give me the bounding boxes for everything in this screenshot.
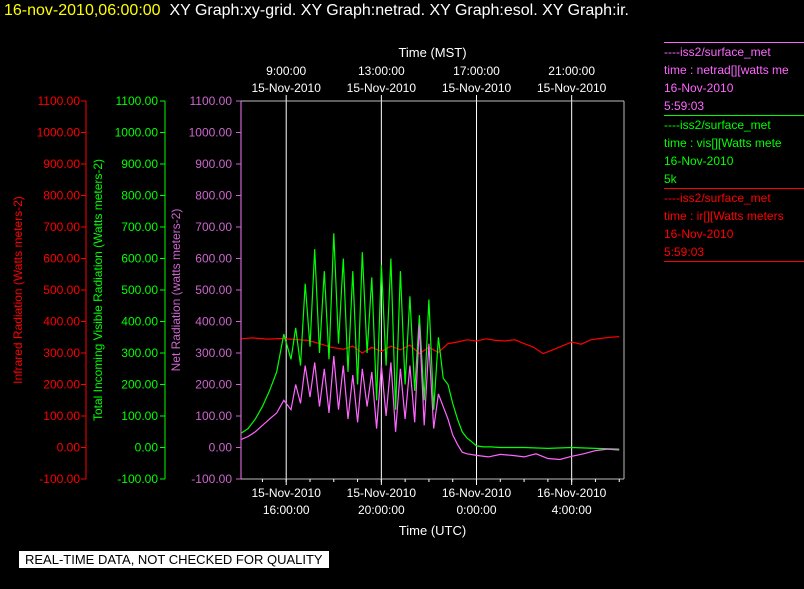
bottom-tick-time: 20:00:00 bbox=[358, 503, 405, 517]
visible-tick-label: 1000.00 bbox=[115, 126, 159, 140]
infrared-tick-label: 800.00 bbox=[43, 189, 80, 203]
visible-axis-title: Total Incoming Visible Radiation (Watts … bbox=[91, 159, 105, 421]
net-radiation-tick-label: 900.00 bbox=[195, 157, 232, 171]
visible-tick-label: 700.00 bbox=[121, 220, 158, 234]
net-radiation-tick-label: 500.00 bbox=[195, 283, 232, 297]
header-graph-list: XY Graph:xy-grid. XY Graph:netrad. XY Gr… bbox=[169, 2, 629, 19]
legend-entry-variable: time : ir[][Watts meters bbox=[664, 209, 784, 223]
chart-header: 16-nov-2010,06:00:00 XY Graph:xy-grid. X… bbox=[4, 2, 629, 20]
net-radiation-tick-label: 1100.00 bbox=[190, 94, 233, 108]
top-tick-date: 15-Nov-2010 bbox=[537, 81, 607, 95]
legend-entry-variable: time : netrad[][watts me bbox=[664, 63, 789, 77]
visible-tick-label: 200.00 bbox=[121, 378, 158, 392]
legend-entry-ir: ----iss2/surface_met time : ir[][Watts m… bbox=[664, 188, 804, 262]
legend-entry-date: 16-Nov-2010 bbox=[664, 227, 734, 241]
axes bbox=[81, 95, 625, 485]
series-line-1 bbox=[240, 233, 620, 450]
net-radiation-tick-label: 1000.00 bbox=[189, 126, 233, 140]
bottom-tick-time: 0:00:00 bbox=[456, 503, 496, 517]
top-tick-time: 13:00:00 bbox=[358, 64, 405, 78]
top-tick-date: 15-Nov-2010 bbox=[347, 81, 417, 95]
net-radiation-tick-label: 800.00 bbox=[195, 189, 232, 203]
infrared-tick-label: 1100.00 bbox=[38, 94, 81, 108]
legend-entry-date: 16-Nov-2010 bbox=[664, 154, 734, 168]
net-radiation-axis-title: Net Radiation (watts meters-2) bbox=[169, 209, 183, 372]
axis-labels: -100.00 0.00 100.00 200.00 300.00 400.00 500.0… bbox=[11, 45, 607, 538]
visible-tick-label: 100.00 bbox=[121, 409, 158, 423]
top-tick-date: 15-Nov-2010 bbox=[252, 81, 322, 95]
bottom-tick-date: 16-Nov-2010 bbox=[537, 486, 607, 500]
legend-entry-source: ----iss2/surface_met bbox=[664, 191, 771, 205]
bottom-tick-time: 4:00:00 bbox=[552, 503, 592, 517]
legend-entry-time: 5k bbox=[664, 172, 677, 186]
visible-tick-label: 600.00 bbox=[121, 252, 158, 266]
net-radiation-tick-label: 100.00 bbox=[195, 409, 232, 423]
visible-tick-label: 0.00 bbox=[135, 441, 159, 455]
infrared-axis-title: Infrared Radiation (Watts meters-2) bbox=[11, 196, 25, 384]
net-radiation-tick-label: -100.00 bbox=[191, 472, 232, 486]
bottom-tick-date: 15-Nov-2010 bbox=[252, 486, 322, 500]
series-lines bbox=[240, 233, 620, 461]
infrared-tick-label: 100.00 bbox=[43, 409, 80, 423]
net-radiation-tick-label: 0.00 bbox=[209, 441, 233, 455]
visible-tick-label: 1100.00 bbox=[116, 94, 159, 108]
infrared-tick-label: 400.00 bbox=[43, 315, 80, 329]
legend-entry-time: 5:59:03 bbox=[664, 245, 705, 259]
bottom-tick-date: 16-Nov-2010 bbox=[442, 486, 512, 500]
visible-tick-label: 800.00 bbox=[121, 189, 158, 203]
bottom-axis-title: Time (UTC) bbox=[399, 523, 466, 538]
visible-tick-label: 400.00 bbox=[121, 315, 158, 329]
infrared-tick-label: -100.00 bbox=[39, 472, 80, 486]
infrared-tick-label: 300.00 bbox=[43, 346, 80, 360]
top-tick-time: 17:00:00 bbox=[453, 64, 500, 78]
infrared-tick-label: 700.00 bbox=[43, 220, 80, 234]
legend-entry-date: 16-Nov-2010 bbox=[664, 81, 734, 95]
legend-entry-source: ----iss2/surface_met bbox=[664, 45, 771, 59]
visible-tick-label: 900.00 bbox=[121, 157, 158, 171]
legend-entry-time: 5:59:03 bbox=[664, 99, 705, 113]
infrared-tick-label: 600.00 bbox=[43, 252, 80, 266]
legend: ----iss2/surface_met time : netrad[][wat… bbox=[664, 42, 804, 262]
grid-lines bbox=[285, 101, 573, 479]
infrared-tick-label: 1000.00 bbox=[37, 126, 81, 140]
series-line-0 bbox=[240, 336, 620, 355]
infrared-tick-label: 900.00 bbox=[43, 157, 80, 171]
legend-entry-source: ----iss2/surface_met bbox=[664, 118, 771, 132]
top-axis-title: Time (MST) bbox=[398, 45, 466, 60]
header-timestamp: 16-nov-2010,06:00:00 bbox=[4, 2, 161, 19]
net-radiation-tick-label: 700.00 bbox=[195, 220, 232, 234]
series-line-2 bbox=[240, 324, 620, 461]
net-radiation-tick-label: 600.00 bbox=[195, 252, 232, 266]
visible-tick-label: 500.00 bbox=[121, 283, 158, 297]
visible-tick-label: -100.00 bbox=[117, 472, 158, 486]
top-tick-date: 15-Nov-2010 bbox=[442, 81, 512, 95]
top-tick-time: 9:00:00 bbox=[266, 64, 306, 78]
legend-entry-vis: ----iss2/surface_met time : vis[][Watts … bbox=[664, 115, 804, 188]
infrared-tick-label: 0.00 bbox=[57, 441, 81, 455]
top-tick-time: 21:00:00 bbox=[548, 64, 595, 78]
legend-entry-netrad: ----iss2/surface_met time : netrad[][wat… bbox=[664, 42, 804, 115]
infrared-tick-label: 500.00 bbox=[43, 283, 80, 297]
quality-banner: REAL-TIME DATA, NOT CHECKED FOR QUALITY bbox=[19, 551, 329, 568]
net-radiation-tick-label: 300.00 bbox=[195, 346, 232, 360]
net-radiation-tick-label: 400.00 bbox=[195, 315, 232, 329]
net-radiation-tick-label: 200.00 bbox=[195, 378, 232, 392]
bottom-tick-time: 16:00:00 bbox=[263, 503, 310, 517]
visible-tick-label: 300.00 bbox=[121, 346, 158, 360]
bottom-tick-date: 15-Nov-2010 bbox=[347, 486, 417, 500]
infrared-tick-label: 200.00 bbox=[43, 378, 80, 392]
legend-entry-variable: time : vis[][Watts mete bbox=[664, 136, 782, 150]
